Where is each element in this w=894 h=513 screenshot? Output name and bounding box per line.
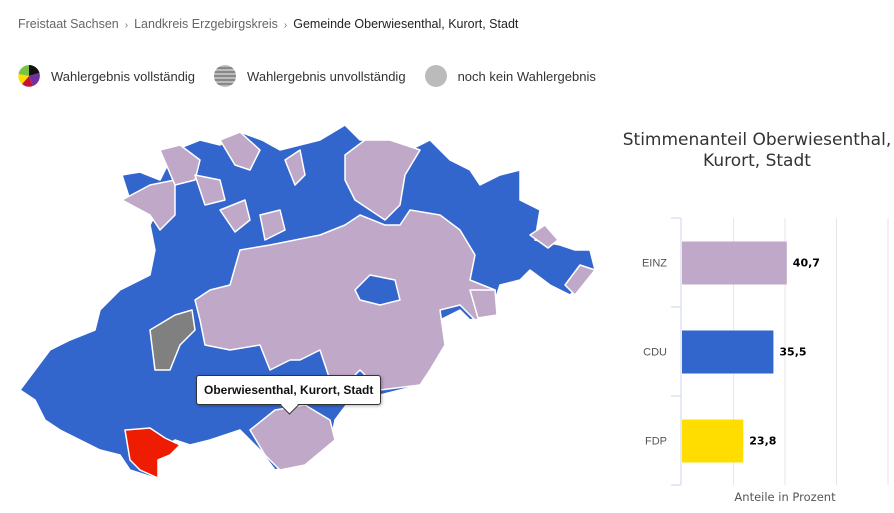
- legend-label: noch kein Wahlergebnis: [457, 68, 596, 84]
- data-label: 40,7: [793, 257, 820, 270]
- pie-icon: [18, 65, 40, 87]
- district-map: [19, 124, 596, 479]
- map-region-einz[interactable]: [194, 174, 226, 206]
- data-label: 35,5: [779, 346, 806, 359]
- bar-chart: EINZ 40,7 CDU 35,5 FDP 23,8 Anteile in Prozent: [642, 217, 889, 504]
- x-axis-label: Anteile in Prozent: [734, 490, 836, 504]
- map-region-einz[interactable]: [219, 199, 251, 233]
- map-region-einz[interactable]: [219, 131, 261, 171]
- category-label: EINZ: [642, 258, 667, 270]
- map-region-einz[interactable]: [159, 144, 201, 186]
- legend-none: noch kein Wahlergebnis: [424, 64, 596, 88]
- circle-icon: [424, 65, 447, 87]
- breadcrumb-link-sachsen[interactable]: Freistaat Sachsen: [18, 17, 119, 31]
- bar-einz: [682, 241, 787, 285]
- bar-cdu: [682, 330, 774, 374]
- map-region-einz[interactable]: [344, 139, 421, 221]
- map-region-einz[interactable]: [564, 264, 596, 296]
- legend-label: Wahlergebnis unvollständig: [247, 68, 406, 84]
- chart-title: Stimmenanteil Oberwiesenthal, Kurort, St…: [622, 130, 892, 171]
- legend-complete: Wahlergebnis vollständig: [17, 64, 195, 88]
- map-region-incomplete[interactable]: [149, 309, 196, 371]
- bar-fdp: [682, 419, 744, 463]
- map-region-einz[interactable]: [194, 209, 496, 391]
- map-tooltip: Oberwiesenthal, Kurort, Stadt: [196, 375, 382, 405]
- map-region-einz[interactable]: [121, 179, 176, 231]
- map-region-einz[interactable]: [469, 289, 498, 319]
- category-label: FDP: [645, 436, 667, 448]
- data-label: 23,8: [749, 435, 776, 448]
- legend-label: Wahlergebnis vollständig: [51, 68, 196, 84]
- breadcrumb-current: Gemeinde Oberwiesenthal, Kurort, Stadt: [293, 17, 519, 31]
- map-region-cdu[interactable]: [354, 274, 401, 306]
- striped-circle-icon: [214, 65, 237, 87]
- map-region-einz[interactable]: [529, 224, 559, 249]
- map-region-einz[interactable]: [259, 209, 286, 241]
- chevron-right-icon: ›: [283, 20, 288, 31]
- map-region-einz[interactable]: [284, 149, 306, 186]
- chevron-right-icon: ›: [124, 20, 129, 31]
- legend: Wahlergebnis vollständig Wahlergebnis un…: [17, 64, 614, 88]
- category-label: CDU: [643, 347, 667, 359]
- breadcrumb: Freistaat Sachsen › Landkreis Erzgebirgskr…: [18, 17, 518, 31]
- map-region-selected[interactable]: [124, 427, 181, 479]
- breadcrumb-link-landkreis[interactable]: Landkreis Erzgebirgskreis: [134, 17, 278, 31]
- legend-incomplete: Wahlergebnis unvollständig: [213, 64, 406, 88]
